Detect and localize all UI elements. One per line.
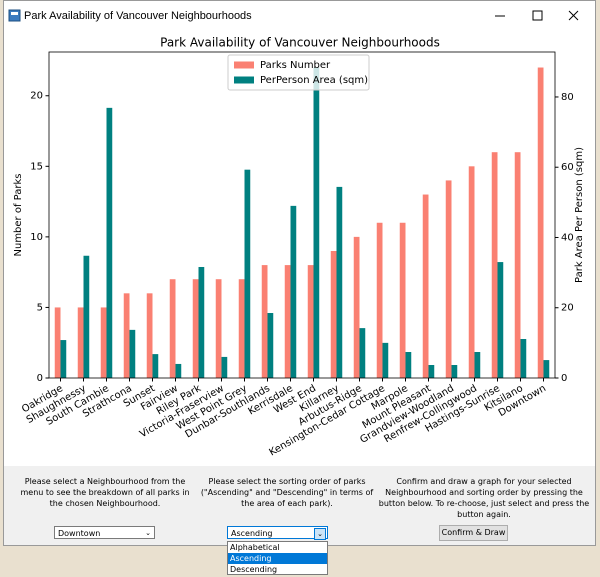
y2-tick-label: 20 (561, 303, 574, 314)
bar (83, 255, 90, 378)
hint-line: menu to see the breakdown of all parks i… (20, 488, 190, 497)
legend-swatch (234, 76, 254, 84)
bar (537, 67, 544, 379)
combobox-value: Ascending (231, 529, 273, 538)
plot-frame (48, 51, 556, 379)
chart-title: Park Availability of Vancouver Neighbour… (160, 36, 440, 50)
hint-text: Please select the sorting order of parks… (197, 476, 377, 509)
legend-swatch (234, 61, 254, 69)
chart: Park Availability of Vancouver Neighbour… (13, 36, 585, 459)
legend-frame (227, 54, 370, 91)
hint-line: the chosen Neighbourhood. (49, 499, 161, 508)
sort-option[interactable]: Ascending (228, 553, 327, 564)
bar (514, 152, 521, 378)
y-tick-label: 20 (30, 91, 43, 102)
bar (60, 340, 67, 378)
bar (330, 250, 337, 378)
legend-label: Parks Number (260, 60, 331, 71)
bar (215, 279, 222, 378)
y-tick-label: 0 (37, 373, 43, 384)
y2-tick-label: 40 (561, 232, 574, 243)
bar (152, 354, 159, 378)
bar (100, 307, 107, 378)
legend-label: PerPerson Area (sqm) (260, 75, 368, 86)
y-tick-label: 15 (30, 161, 43, 172)
window-buttons[interactable] (485, 1, 595, 31)
bar (313, 67, 320, 378)
bar (353, 236, 360, 378)
bar (77, 307, 84, 378)
bar (497, 262, 504, 378)
bar (221, 356, 228, 378)
dropdown-arrow: ⌄ (145, 529, 151, 537)
bar (198, 266, 205, 378)
y-tick-label: 5 (37, 302, 43, 313)
bar (123, 293, 130, 378)
bar (428, 365, 435, 378)
combobox-arrow: ⌄ (314, 528, 326, 540)
bar (451, 365, 458, 378)
bar (405, 352, 412, 378)
bar (382, 342, 389, 378)
hint-line: Please select a Neighbourhood from the (24, 477, 186, 486)
bar (146, 293, 153, 378)
bar (261, 265, 268, 378)
y2-axis-label: Park Area Per Person (sqm) (574, 147, 585, 283)
bar (520, 339, 527, 378)
y2-tick-label: 0 (561, 373, 567, 384)
bar (267, 313, 274, 378)
hint-line: button below. To re-choose, just select … (378, 499, 590, 508)
y2-tick-label: 80 (561, 92, 574, 103)
sort-options: Alphabetical Ascending Descending (227, 541, 328, 575)
bar (284, 265, 291, 378)
hint-text: Confirm and draw a graph for your select… (374, 476, 594, 520)
bar (399, 222, 406, 378)
hint-line: Please select the sorting order of parks (208, 477, 366, 486)
bar (359, 328, 366, 378)
bar (491, 152, 498, 378)
bar (336, 186, 343, 378)
y-tick-label: 10 (30, 232, 43, 243)
title-bar: Park Availability of Vancouver Neighbour… (4, 1, 595, 31)
y2-tick-label: 60 (561, 162, 574, 173)
bar (376, 222, 383, 378)
legend: Parks Number PerPerson Area (sqm) (227, 54, 370, 91)
hint-text: Please select a Neighbourhood from the me… (20, 476, 190, 509)
hint-line: Confirm and draw a graph for your select… (396, 477, 572, 486)
sort-option[interactable]: Descending (230, 565, 278, 574)
bar (238, 279, 245, 378)
bar (192, 279, 199, 378)
bar (422, 194, 429, 378)
window-title: Park Availability of Vancouver Neighbour… (24, 10, 252, 22)
hint-line: the area of each park). (241, 499, 333, 508)
confirm-button[interactable]: Confirm & Draw (439, 525, 508, 541)
dropdown-value: Downtown (58, 529, 101, 538)
app-icon (8, 9, 21, 22)
bar (129, 329, 136, 378)
bar (169, 279, 176, 378)
hint-line: Neighbourhood and sorting order by press… (385, 488, 583, 497)
y-axis-label: Number of Parks (13, 174, 24, 257)
bar (244, 169, 251, 378)
hint-line: ("Ascending" and "Descending" in terms o… (200, 488, 374, 497)
bar (175, 363, 182, 378)
neighbourhood-dropdown[interactable]: Downtown ⌄ (54, 526, 155, 539)
bar (307, 265, 314, 378)
bar (474, 352, 481, 378)
bar (468, 166, 475, 378)
bar (543, 360, 550, 378)
bar (54, 307, 61, 378)
bar (445, 180, 452, 378)
sort-option[interactable]: Alphabetical (230, 543, 280, 552)
hint-line: button again. (457, 510, 511, 519)
sort-combobox[interactable]: Ascending ⌄ (227, 526, 328, 540)
bar (290, 205, 297, 378)
bar (106, 107, 113, 379)
